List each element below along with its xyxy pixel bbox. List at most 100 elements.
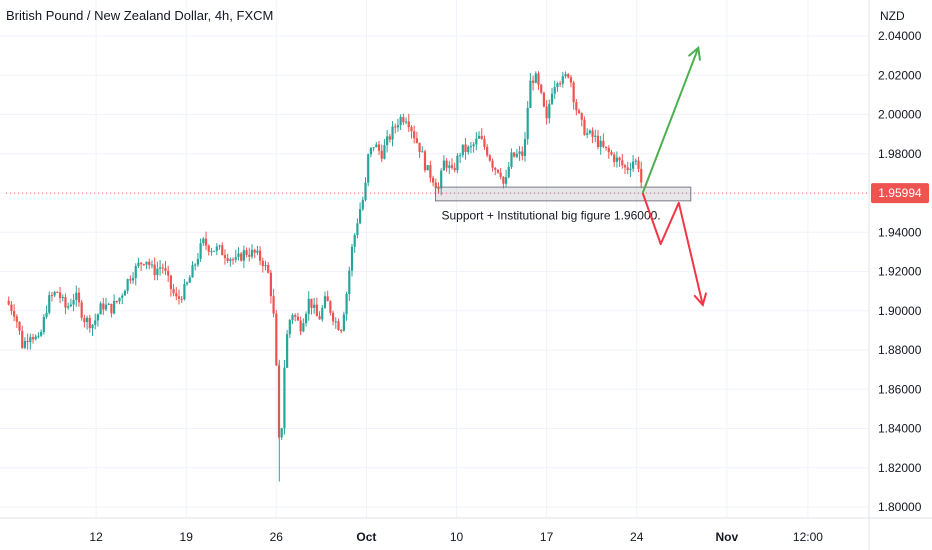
candle-body	[88, 317, 91, 329]
candle-body	[326, 296, 329, 302]
candle-body	[186, 282, 189, 285]
candle-body	[99, 303, 102, 315]
candle-body	[323, 296, 327, 308]
candle-body	[26, 340, 29, 343]
candle-body	[77, 292, 81, 303]
candle-body	[48, 295, 51, 313]
candle-body	[164, 268, 167, 271]
candle-body	[183, 284, 186, 300]
x-tick-label: 26	[270, 530, 284, 544]
candle-body	[553, 87, 556, 94]
candle-body	[418, 142, 421, 153]
candle-body	[518, 151, 521, 155]
candle-body	[131, 278, 135, 281]
candle-body	[229, 259, 232, 261]
candle-body	[402, 117, 405, 123]
candle-body	[413, 131, 416, 139]
candle-body	[167, 270, 170, 276]
candle-body	[623, 165, 627, 168]
candles	[7, 71, 643, 482]
candle-body	[507, 167, 510, 178]
candle-body	[596, 135, 600, 148]
candle-body	[245, 250, 248, 255]
candle-body	[302, 323, 305, 332]
candle-body	[529, 80, 532, 108]
candle-body	[286, 334, 289, 368]
candle-body	[513, 152, 516, 157]
candle-body	[583, 119, 586, 135]
candle-body	[521, 151, 524, 156]
candle-body	[140, 262, 143, 265]
candle-body	[313, 304, 316, 308]
candle-body	[94, 320, 97, 325]
candle-body	[364, 182, 367, 200]
candle-body	[258, 250, 262, 261]
candle-body	[477, 135, 481, 139]
candle-body	[129, 279, 132, 281]
candle-body	[307, 298, 310, 314]
candle-body	[448, 165, 451, 168]
candle-body	[488, 155, 491, 161]
candle-body	[591, 130, 594, 137]
candle-body	[34, 336, 37, 340]
candle-body	[502, 176, 505, 184]
candle-body	[510, 152, 513, 168]
candle-body	[526, 107, 529, 140]
candle-body	[431, 177, 435, 183]
grid	[0, 0, 869, 518]
candle-body	[56, 291, 59, 293]
candle-body	[188, 277, 191, 283]
candle-body	[91, 324, 94, 329]
chart-title: British Pound / New Zealand Dollar, 4h, …	[6, 8, 273, 23]
candle-body	[440, 170, 443, 189]
candle-body	[172, 289, 175, 294]
candle-body	[640, 168, 643, 183]
candle-body	[559, 83, 562, 85]
candle-body	[288, 320, 291, 335]
candle-body	[494, 167, 497, 170]
x-tick-label: 24	[630, 530, 644, 544]
candle-body	[253, 249, 256, 253]
candle-body	[486, 146, 489, 156]
candle-body	[340, 330, 343, 332]
candle-body	[586, 133, 589, 135]
candle-body	[80, 302, 83, 318]
candle-body	[150, 264, 154, 266]
candle-body	[96, 314, 100, 321]
bullish-arrow[interactable]	[641, 47, 700, 194]
drawings[interactable]: Support + Institutional big figure 1.960…	[6, 45, 869, 307]
candle-body	[161, 267, 164, 269]
candle-body	[594, 135, 597, 137]
candle-body	[637, 160, 640, 169]
candle-body	[226, 258, 229, 261]
candle-body	[386, 136, 389, 146]
candle-body	[515, 154, 518, 157]
x-tick-label: 12	[89, 530, 103, 544]
candle-body	[110, 303, 113, 314]
candle-body	[310, 298, 313, 308]
candle-body	[202, 238, 205, 244]
candle-body	[242, 250, 245, 261]
axes: 2.040002.020002.000001.980001.960001.940…	[89, 29, 929, 544]
candle-body	[353, 235, 356, 247]
candle-body	[40, 331, 43, 336]
candle-body	[23, 340, 27, 348]
candle-body	[31, 337, 35, 340]
candle-body	[177, 296, 181, 299]
y-tick-label: 1.84000	[878, 422, 922, 436]
candle-body	[191, 265, 194, 278]
candle-body	[53, 291, 56, 296]
support-zone[interactable]	[434, 186, 692, 202]
candle-body	[469, 146, 473, 148]
candle-body	[75, 292, 78, 301]
candle-body	[304, 313, 308, 324]
candle-body	[337, 321, 340, 331]
candle-body	[437, 187, 440, 189]
x-tick-label: 19	[180, 530, 194, 544]
candle-body	[542, 92, 546, 107]
candle-body	[442, 160, 445, 171]
candle-body	[158, 267, 162, 269]
candle-body	[153, 264, 156, 275]
bearish-arrow[interactable]	[641, 192, 704, 306]
